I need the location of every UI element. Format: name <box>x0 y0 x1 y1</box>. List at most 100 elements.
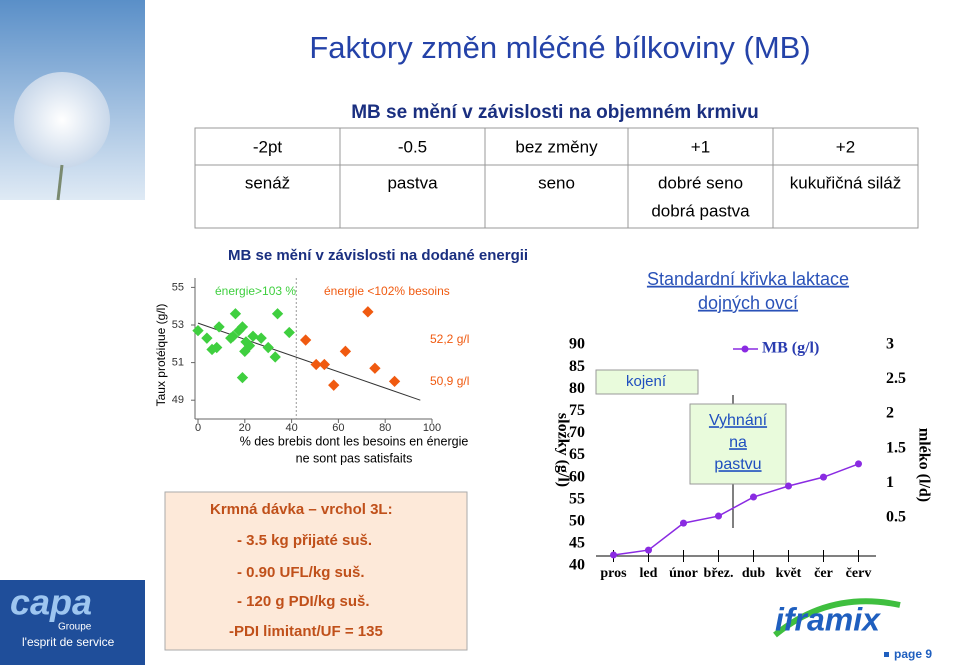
y-tick-label: 75 <box>569 402 585 419</box>
point <box>262 341 274 354</box>
x-tick-label: led <box>640 566 658 581</box>
x-tick-label: břez. <box>704 566 734 581</box>
x-tick-label: únor <box>669 566 698 581</box>
annotation: 50,9 g/l <box>430 374 469 388</box>
table-cell: +1 <box>691 137 710 156</box>
series-line <box>613 463 859 556</box>
point <box>201 332 213 344</box>
point <box>213 321 225 333</box>
series-label: énergie <102% besoins <box>324 284 450 298</box>
point <box>680 519 687 527</box>
point <box>369 362 381 374</box>
y-tick-label: 49 <box>172 394 184 406</box>
point <box>299 334 312 346</box>
point <box>855 460 862 468</box>
point <box>610 551 617 559</box>
y-tick-label: 51 <box>172 357 184 369</box>
point <box>283 326 295 339</box>
point <box>328 379 340 391</box>
point <box>255 332 267 344</box>
point <box>211 341 223 354</box>
box-item: -PDI limitant/UF = 135 <box>229 623 383 640</box>
logo-text: l'esprit de service <box>22 635 115 649</box>
x-tick-label: 80 <box>379 422 391 434</box>
y-tick-label: 55 <box>569 490 585 507</box>
y-tick-label: 50 <box>569 512 585 529</box>
y2-tick-label: 0.5 <box>886 508 906 525</box>
annotation-box <box>595 369 699 395</box>
annotation: 52,2 g/l <box>430 332 469 346</box>
y-tick-label: 70 <box>569 424 585 441</box>
point <box>339 345 352 357</box>
x-tick-label: 20 <box>239 422 251 434</box>
series-label: énergie>103 % <box>215 284 296 298</box>
x-tick-label: květ <box>776 566 802 581</box>
annotation: na <box>729 434 747 451</box>
chart-title: dojných ovcí <box>698 293 798 313</box>
box-title: Krmná dávka – vrchol 3L: <box>210 501 393 518</box>
y2-tick-label: 3 <box>886 336 894 353</box>
point <box>236 321 249 333</box>
stem <box>56 164 64 201</box>
y-tick-label: 55 <box>172 281 184 293</box>
bullet <box>884 652 889 657</box>
point <box>388 375 401 388</box>
y2-tick-label: 2.5 <box>886 370 906 387</box>
x-tick-label: dub <box>742 566 766 581</box>
point <box>750 493 757 501</box>
table-cell: +2 <box>836 137 855 156</box>
logo-text: capa <box>10 582 92 623</box>
x-tick-label: červ <box>846 566 872 581</box>
y2-tick-label: 1 <box>886 474 894 491</box>
point <box>236 371 249 384</box>
table-cell: dobrá pastva <box>651 201 750 220</box>
x-tick-label: čer <box>814 566 833 581</box>
table-cell: dobré seno <box>658 173 743 192</box>
logo-bg <box>0 580 145 665</box>
y2-axis-label: mléko (l/d) <box>915 428 932 502</box>
logo-text: iframix <box>775 601 881 637</box>
table-cell: senáž <box>245 173 290 192</box>
logo-swoosh <box>773 598 901 638</box>
x-tick-label: 0 <box>195 422 201 434</box>
title: Faktory změn mléčné bílkoviny (MB) <box>309 30 810 65</box>
ration-box <box>164 491 468 651</box>
table-cell: seno <box>538 173 575 192</box>
annotation: Vyhnání <box>709 412 768 429</box>
point <box>318 358 331 371</box>
x-tick-label: 60 <box>332 422 344 434</box>
point <box>785 482 792 490</box>
logo-text: Groupe <box>58 622 92 633</box>
table-frame <box>194 127 919 229</box>
box-item: - 3.5 kg přijaté suš. <box>237 532 372 549</box>
subtitle: MB se mění v závislosti na objemném krmi… <box>351 102 759 123</box>
annotation-box <box>689 403 787 485</box>
point <box>229 308 242 320</box>
annotation: kojení <box>626 373 667 390</box>
x-axis-label: % des brebis dont les besoins en énergie <box>240 434 469 448</box>
table-cell: -0.5 <box>398 137 427 156</box>
box-item: - 0.90 UFL/kg suš. <box>237 564 365 581</box>
point <box>271 308 284 320</box>
y-tick-label: 45 <box>569 535 585 552</box>
y-tick-label: 53 <box>172 319 184 331</box>
y-axis-label: Taux protéique (g/l) <box>154 304 168 407</box>
point <box>269 351 281 363</box>
point <box>715 512 722 520</box>
chart-title: Standardní křivka laktace <box>647 269 849 289</box>
point <box>192 324 204 337</box>
y-tick-label: 60 <box>569 468 585 485</box>
dandelion <box>14 72 110 168</box>
point <box>310 358 322 371</box>
x-tick-label: 100 <box>423 422 441 434</box>
y2-tick-label: 1.5 <box>886 439 906 456</box>
y-tick-label: 65 <box>569 446 585 463</box>
x-axis-label: ne sont pas satisfaits <box>296 451 413 465</box>
table-cell: pastva <box>387 173 438 192</box>
box-item: - 120 g PDI/kg suš. <box>237 593 370 610</box>
x-tick-label: 40 <box>285 422 297 434</box>
point <box>820 473 827 481</box>
point <box>225 332 237 344</box>
y-axis-label: složky (g/l) <box>554 413 571 487</box>
